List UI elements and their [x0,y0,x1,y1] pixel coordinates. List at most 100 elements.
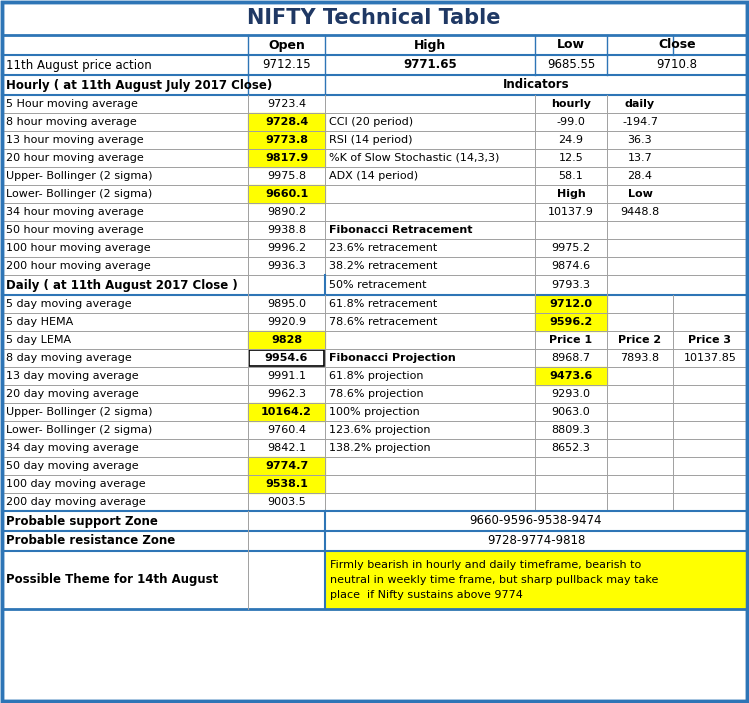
Text: 20 hour moving average: 20 hour moving average [6,153,144,163]
Text: Probable resistance Zone: Probable resistance Zone [6,534,175,548]
Text: 9003.5: 9003.5 [267,497,306,507]
Text: Probable support Zone: Probable support Zone [6,515,158,527]
Text: Lower- Bollinger (2 sigma): Lower- Bollinger (2 sigma) [6,189,152,199]
Text: 58.1: 58.1 [559,171,583,181]
Text: Possible Theme for 14th August: Possible Theme for 14th August [6,574,218,586]
Text: 100% projection: 100% projection [329,407,419,417]
Text: 8 hour moving average: 8 hour moving average [6,117,137,127]
Text: 9774.7: 9774.7 [265,461,308,471]
Text: 28.4: 28.4 [628,171,652,181]
Text: 13 hour moving average: 13 hour moving average [6,135,144,145]
Text: 9975.8: 9975.8 [267,171,306,181]
Text: 5 Hour moving average: 5 Hour moving average [6,99,138,109]
Bar [249,350,324,366]
Text: 9473.6: 9473.6 [549,371,592,381]
Text: -194.7: -194.7 [622,117,658,127]
Text: 23.6% retracement: 23.6% retracement [329,243,437,253]
Text: 9660.1: 9660.1 [265,189,308,199]
Text: Open: Open [268,39,305,51]
Text: Fibonacci Projection: Fibonacci Projection [329,353,455,363]
Text: 5 day LEMA: 5 day LEMA [6,335,71,345]
Text: 61.8% retracement: 61.8% retracement [329,299,437,309]
Text: Upper- Bollinger (2 sigma): Upper- Bollinger (2 sigma) [6,171,153,181]
Text: 9936.3: 9936.3 [267,261,306,271]
Text: 13 day moving average: 13 day moving average [6,371,139,381]
Text: 8 day moving average: 8 day moving average [6,353,132,363]
Text: 10164.2: 10164.2 [261,407,312,417]
Text: Indicators: Indicators [503,79,569,91]
Bar [248,331,325,349]
Text: 61.8% projection: 61.8% projection [329,371,423,381]
Text: 10137.85: 10137.85 [684,353,736,363]
Text: 9991.1: 9991.1 [267,371,306,381]
Text: 9712.15: 9712.15 [262,58,311,72]
Text: 138.2% projection: 138.2% projection [329,443,431,453]
Text: 123.6% projection: 123.6% projection [329,425,431,435]
Text: Close: Close [658,39,696,51]
Text: -99.0: -99.0 [557,117,586,127]
Text: High: High [557,189,586,199]
Text: 9063.0: 9063.0 [551,407,590,417]
Text: 9938.8: 9938.8 [267,225,306,235]
Text: 9890.2: 9890.2 [267,207,306,217]
Text: 34 day moving average: 34 day moving average [6,443,139,453]
Text: 5 day HEMA: 5 day HEMA [6,317,73,327]
Text: 9293.0: 9293.0 [551,389,590,399]
Text: Lower- Bollinger (2 sigma): Lower- Bollinger (2 sigma) [6,425,152,435]
Text: 9685.55: 9685.55 [547,58,595,72]
Text: 9773.8: 9773.8 [265,135,308,145]
Text: Low: Low [628,189,652,199]
Text: Upper- Bollinger (2 sigma): Upper- Bollinger (2 sigma) [6,407,153,417]
Text: 9710.8: 9710.8 [657,58,697,72]
Bar [535,295,607,313]
Text: 9895.0: 9895.0 [267,299,306,309]
Text: 200 hour moving average: 200 hour moving average [6,261,151,271]
Text: 8652.3: 8652.3 [551,443,590,453]
Text: CCI (20 period): CCI (20 period) [329,117,413,127]
Text: Price 2: Price 2 [619,335,661,345]
Text: 34 hour moving average: 34 hour moving average [6,207,144,217]
Text: 9771.65: 9771.65 [403,58,457,72]
Bar [248,149,325,167]
Text: 9723.4: 9723.4 [267,99,306,109]
Text: 38.2% retracement: 38.2% retracement [329,261,437,271]
Text: High: High [414,39,446,51]
Bar [248,113,325,131]
Text: Hourly ( at 11th August July 2017 Close): Hourly ( at 11th August July 2017 Close) [6,79,272,91]
Text: 9728.4: 9728.4 [265,117,308,127]
Text: 24.9: 24.9 [559,135,583,145]
Text: 100 day moving average: 100 day moving average [6,479,145,489]
Text: 50% retracement: 50% retracement [329,280,426,290]
Text: 9954.6: 9954.6 [265,353,308,363]
Text: Firmly bearish in hourly and daily timeframe, bearish to
neutral in weekly time : Firmly bearish in hourly and daily timef… [330,560,658,600]
Bar [248,475,325,493]
Text: 9874.6: 9874.6 [551,261,590,271]
Bar [248,457,325,475]
Text: 7893.8: 7893.8 [620,353,660,363]
Text: 9712.0: 9712.0 [550,299,592,309]
Text: 36.3: 36.3 [628,135,652,145]
Text: 10137.9: 10137.9 [548,207,594,217]
Text: 9842.1: 9842.1 [267,443,306,453]
Text: NIFTY Technical Table: NIFTY Technical Table [247,8,501,27]
Text: 11th August price action: 11th August price action [6,58,152,72]
Text: 9828: 9828 [271,335,302,345]
Text: Price 1: Price 1 [550,335,592,345]
Text: 8809.3: 8809.3 [551,425,590,435]
Text: 5 day moving average: 5 day moving average [6,299,132,309]
Bar [248,131,325,149]
Bar [248,185,325,203]
Text: 9975.2: 9975.2 [551,243,590,253]
Text: 9760.4: 9760.4 [267,425,306,435]
Text: 8968.7: 8968.7 [551,353,590,363]
Text: 13.7: 13.7 [628,153,652,163]
Text: daily: daily [625,99,655,109]
Text: 20 day moving average: 20 day moving average [6,389,139,399]
Bar [535,367,607,385]
Text: 9962.3: 9962.3 [267,389,306,399]
Text: 50 day moving average: 50 day moving average [6,461,139,471]
Text: 9793.3: 9793.3 [551,280,590,290]
Text: Low: Low [557,39,585,51]
Text: 100 hour moving average: 100 hour moving average [6,243,151,253]
Text: 9920.9: 9920.9 [267,317,306,327]
